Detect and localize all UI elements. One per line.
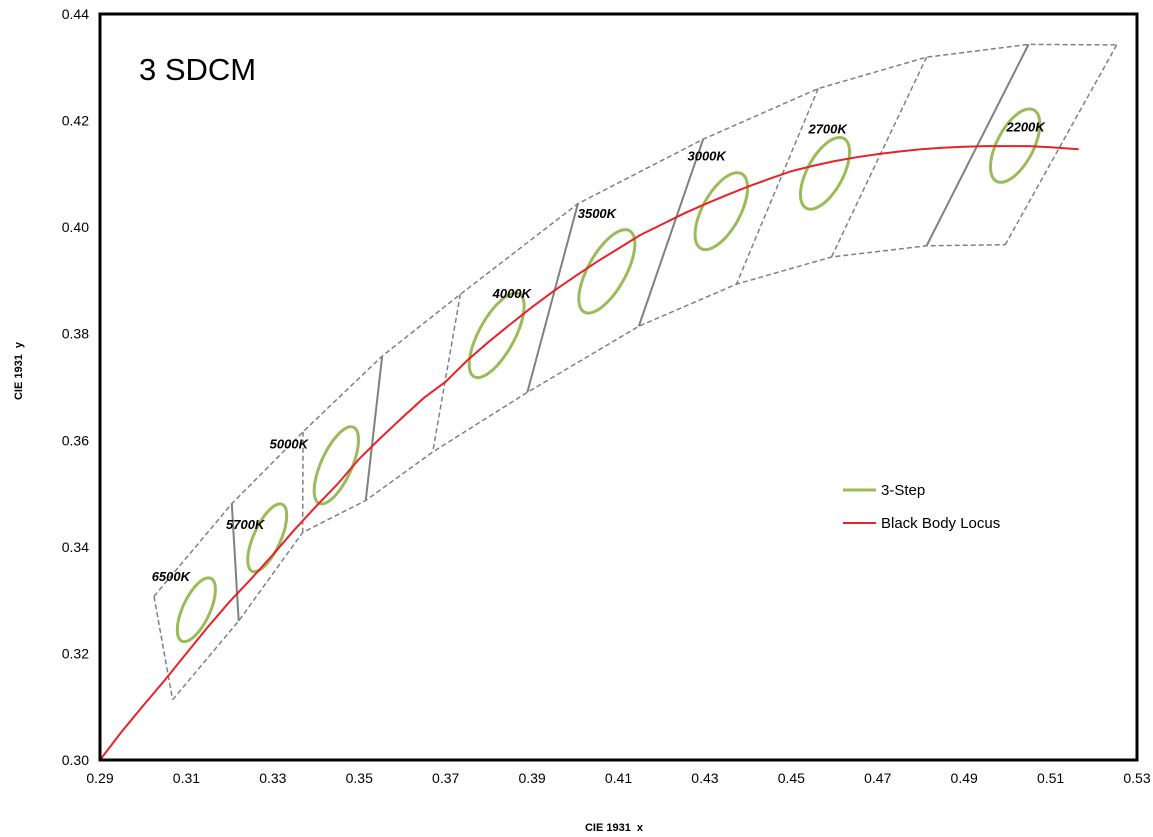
y-tick-label: 0.42	[62, 113, 89, 129]
x-tick-label: 0.47	[864, 770, 891, 786]
cct-label-2700k: 2700K	[807, 122, 848, 137]
cct-label-5700k: 5700K	[226, 517, 266, 532]
chart-title: 3 SDCM	[139, 52, 256, 87]
x-tick-label: 0.35	[346, 770, 373, 786]
quadrangle-divider	[364, 355, 384, 501]
quadrangle-divider	[637, 138, 705, 327]
legend: 3-Step Black Body Locus	[843, 482, 1000, 532]
x-tick-label: 0.29	[86, 770, 113, 786]
quadrangle-layer	[153, 43, 1118, 701]
ellipse-3000k	[693, 171, 750, 252]
x-tick-label: 0.41	[605, 770, 632, 786]
quadrangle-divider	[431, 294, 462, 453]
ellipse-3500k	[577, 228, 637, 315]
y-tick-label: 0.36	[62, 432, 89, 448]
quadrangle-divider	[1004, 44, 1118, 246]
quadrangle-top-boundary	[153, 43, 1117, 597]
y-tick-label: 0.30	[62, 752, 89, 768]
quadrangle-divider	[735, 88, 819, 285]
plot-frame	[98, 12, 1139, 762]
x-tick-label: 0.53	[1123, 770, 1150, 786]
locus-layer	[99, 145, 1079, 761]
cct-label-2200k: 2200K	[1005, 119, 1046, 134]
cct-label-3000k: 3000K	[687, 149, 727, 164]
y-tick-label: 0.40	[62, 219, 89, 235]
x-tick-label: 0.31	[173, 770, 200, 786]
cct-label-4000k: 4000K	[492, 286, 533, 301]
y-tick-labels: 0.30 0.32 0.34 0.36 0.38 0.40 0.42 0.44	[62, 6, 89, 768]
black-body-locus-line	[99, 145, 1079, 761]
ellipse-layer	[175, 107, 1042, 644]
quadrangle-divider	[925, 43, 1030, 247]
x-tick-label: 0.51	[1037, 770, 1064, 786]
ellipse-5700k	[246, 502, 289, 574]
x-tick-label: 0.45	[778, 770, 805, 786]
x-tick-label: 0.49	[951, 770, 978, 786]
x-tick-label: 0.33	[259, 770, 286, 786]
ellipse-2700k	[799, 135, 852, 211]
y-tick-label: 0.32	[62, 645, 89, 661]
quadrangle-bottom-boundary	[172, 243, 1006, 701]
y-tick-label: 0.44	[62, 6, 89, 22]
legend-label-black-body-locus: Black Body Locus	[881, 515, 1000, 532]
y-tick-label: 0.34	[62, 539, 89, 555]
x-tick-labels: 0.29 0.31 0.33 0.35 0.37 0.39 0.41 0.43 0.45 0.47…	[86, 770, 1150, 786]
y-tick-label: 0.38	[62, 326, 89, 342]
ellipse-4000k	[467, 291, 526, 380]
quadrangle-divider	[526, 203, 579, 393]
ellipse-6500k	[175, 576, 217, 644]
cct-label-3500k: 3500K	[578, 206, 618, 221]
quadrangle-divider	[230, 503, 240, 621]
x-tick-label: 0.37	[432, 770, 459, 786]
legend-label-3-step: 3-Step	[881, 482, 925, 499]
quadrangle-divider	[153, 596, 174, 700]
cct-label-5000k: 5000K	[270, 436, 310, 451]
x-axis-title: CIE 1931 x	[585, 822, 644, 834]
y-axis-title: CIE 1931 y	[13, 341, 25, 400]
ellipse-2200k	[988, 107, 1042, 184]
quadrangle-divider	[830, 56, 928, 258]
x-tick-label: 0.43	[691, 770, 718, 786]
ellipse-5000k	[312, 425, 361, 506]
cct-label-layer: 6500K 5700K 5000K 4000K 3500K 3000K 2700K 2200K	[152, 119, 1047, 584]
x-tick-label: 0.39	[518, 770, 545, 786]
cct-label-6500k: 6500K	[152, 569, 192, 584]
